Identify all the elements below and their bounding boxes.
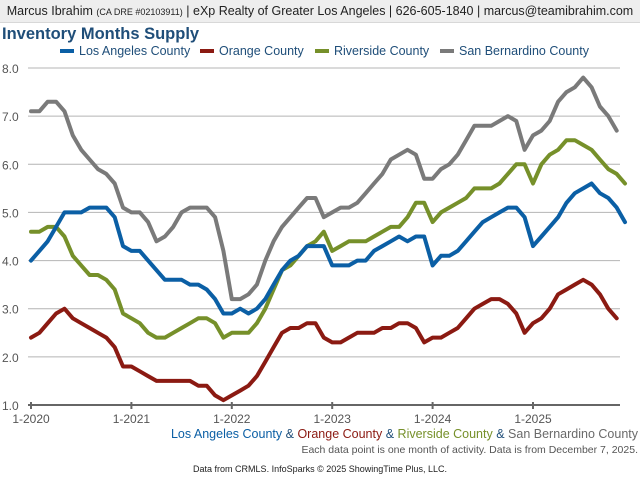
- y-tick-label: 3.0: [2, 303, 19, 317]
- legend-item-los-angeles[interactable]: Los Angeles County: [60, 44, 190, 58]
- legend-item-riverside[interactable]: Riverside County: [315, 44, 429, 58]
- legend-item-orange[interactable]: Orange County: [200, 44, 304, 58]
- legend-swatch: [200, 48, 214, 53]
- chart-title: Inventory Months Supply: [2, 25, 200, 43]
- legend-item-san-bernardino[interactable]: San Bernardino County: [440, 44, 589, 58]
- x-tick-label: 1-2022: [213, 412, 251, 426]
- y-tick-label: 5.0: [2, 206, 19, 220]
- legend-label: San Bernardino County: [459, 44, 589, 58]
- legend-swatch: [440, 48, 454, 53]
- summary-separator: &: [496, 427, 505, 441]
- legend-label: Los Angeles County: [79, 44, 191, 58]
- y-tick-label: 8.0: [2, 62, 19, 76]
- y-tick-label: 7.0: [2, 110, 19, 124]
- legend-label: Riverside County: [334, 44, 430, 58]
- agent-header: Marcus Ibrahim (CA DRE #02103911) | eXp …: [0, 0, 640, 23]
- y-tick-label: 4.0: [2, 255, 19, 269]
- summary-separator: &: [385, 427, 395, 441]
- legend-label: Orange County: [219, 44, 304, 58]
- agent-contact: | eXp Realty of Greater Los Angeles | 62…: [186, 4, 634, 18]
- summary-separator: &: [285, 427, 294, 441]
- series-summary: Los Angeles County & Orange County & Riv…: [171, 427, 638, 441]
- series-line-riverside-county: [29, 138, 627, 340]
- x-tick-label: 1-2025: [514, 412, 552, 426]
- summary-los-angeles: Los Angeles County: [170, 427, 283, 441]
- y-tick-label: 6.0: [2, 158, 19, 172]
- legend-swatch: [315, 48, 329, 53]
- summary-riverside: Riverside County: [397, 427, 493, 441]
- data-credit: Data from CRMLS. InfoSparks © 2025 Showi…: [193, 464, 447, 474]
- x-tick-label: 1-2020: [12, 412, 50, 426]
- summary-san-bernardino: San Bernardino County: [508, 427, 638, 441]
- x-tick-label: 1-2021: [113, 412, 151, 426]
- y-tick-label: 2.0: [2, 351, 19, 365]
- x-tick-label: 1-2024: [414, 412, 452, 426]
- series-line-orange-county: [29, 277, 619, 403]
- series-line-los-angeles-county: [29, 181, 627, 316]
- legend-swatch: [60, 48, 74, 53]
- y-tick-label: 1.0: [2, 399, 19, 413]
- series-line-san-bernardino-county: [29, 75, 619, 302]
- agent-license: (CA DRE #02103911): [96, 7, 183, 17]
- agent-name: Marcus Ibrahim: [6, 4, 93, 18]
- data-note: Each data point is one month of activity…: [301, 444, 638, 456]
- x-tick-label: 1-2023: [314, 412, 352, 426]
- summary-orange: Orange County: [297, 427, 383, 441]
